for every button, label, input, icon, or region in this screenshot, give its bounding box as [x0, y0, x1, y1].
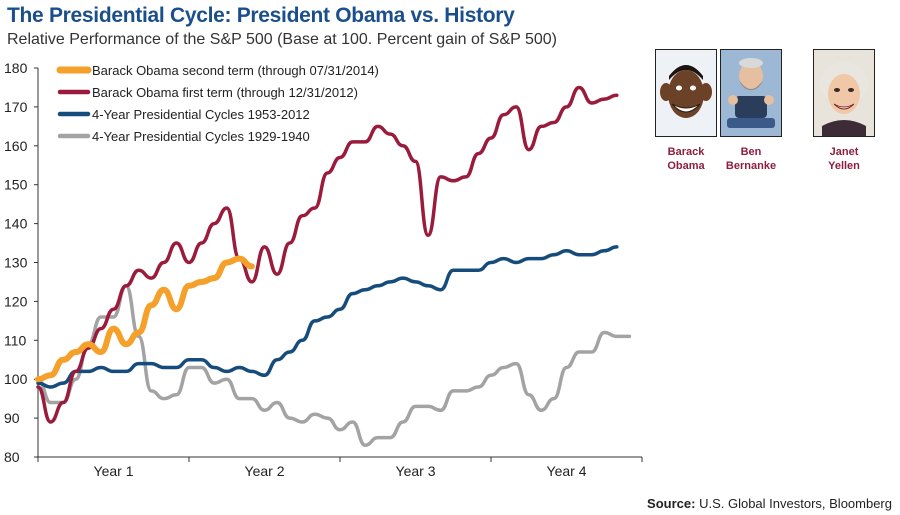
y-tick-label: 120: [4, 293, 28, 309]
yellen-caricature-icon: [814, 50, 874, 136]
y-tick-label: 90: [4, 410, 20, 426]
series-line-2: [36, 245, 619, 389]
obama-caption-line1: Barack: [667, 146, 705, 158]
series-line-3: [36, 284, 632, 448]
chart-subtitle: Relative Performance of the S&P 500 (Bas…: [7, 31, 557, 48]
chart-axes: 80 90 100 110 120 130 140 150 160 170 180 Year 1 Yea…: [4, 60, 643, 479]
series-layer: [35, 85, 632, 448]
source-text: U.S. Global Investors, Bloomberg: [699, 496, 892, 511]
y-tick-label: 110: [4, 332, 27, 348]
obama-portrait: [655, 49, 717, 137]
chart-legend: Barack Obama second term (through 07/31/…: [56, 63, 379, 144]
x-tick-label: Year 2: [245, 463, 285, 479]
y-tick-label: 140: [4, 216, 28, 232]
yellen-caption-line2: Yellen: [828, 160, 860, 172]
y-tick-label: 100: [4, 371, 28, 387]
series-line-0: [35, 255, 255, 383]
bernanke-caption-line1: Ben: [740, 146, 762, 158]
source-note: Source: U.S. Global Investors, Bloomberg: [647, 496, 892, 511]
y-tick-label: 150: [4, 177, 28, 193]
yellen-caption-line1: Janet: [829, 146, 859, 158]
obama-caricature-icon: [656, 50, 716, 136]
y-tick-label: 130: [4, 255, 28, 271]
bernanke-caricature-icon: [721, 50, 781, 136]
x-tick-label: Year 4: [547, 463, 587, 479]
y-tick-label: 170: [4, 99, 28, 115]
bernanke-portrait: [720, 49, 782, 137]
yellen-caption: Janet Yellen: [799, 145, 889, 173]
bernanke-caption: Ben Bernanke: [706, 145, 796, 173]
x-tick-label: Year 3: [396, 463, 436, 479]
y-tick-label: 160: [4, 138, 28, 154]
source-label: Source:: [647, 496, 696, 511]
legend-label: Barack Obama first term (through 12/31/2…: [92, 85, 358, 100]
obama-caption-line2: Obama: [667, 160, 705, 172]
legend-label: Barack Obama second term (through 07/31/…: [92, 63, 379, 78]
legend-label: 4-Year Presidential Cycles 1929-1940: [92, 129, 310, 144]
series-line-1: [36, 85, 619, 424]
x-tick-label: Year 1: [94, 463, 134, 479]
y-tick-label: 180: [4, 60, 28, 76]
yellen-portrait: [813, 49, 875, 137]
obama-caption: Barack Obama: [641, 145, 731, 173]
bernanke-caption-line2: Bernanke: [725, 160, 777, 172]
chart-title: The Presidential Cycle: President Obama …: [7, 4, 515, 27]
y-tick-label: 80: [4, 449, 20, 465]
legend-label: 4-Year Presidential Cycles 1953-2012: [92, 107, 310, 122]
